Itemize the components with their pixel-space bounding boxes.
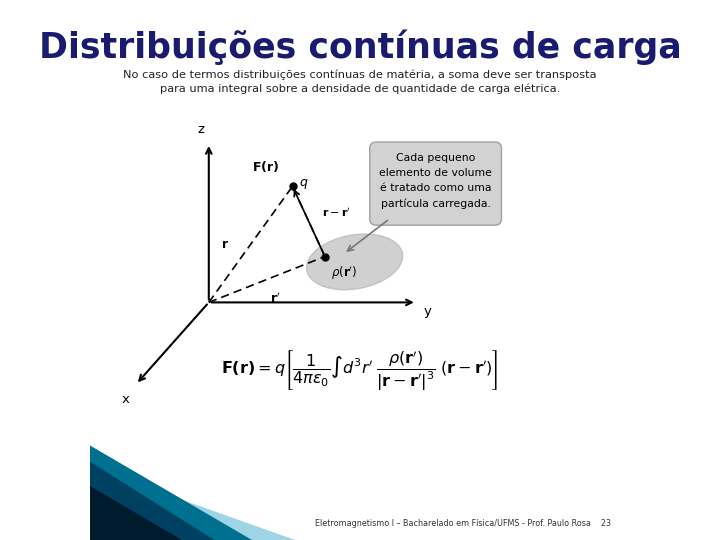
Text: Distribuições contínuas de carga: Distribuições contínuas de carga xyxy=(39,30,681,65)
Text: $\rho(\mathbf{r'})$: $\rho(\mathbf{r'})$ xyxy=(331,265,358,282)
Polygon shape xyxy=(90,446,252,540)
Polygon shape xyxy=(90,467,295,540)
Text: $q$: $q$ xyxy=(299,177,308,191)
Text: $\mathbf{F(r)}$: $\mathbf{F(r)}$ xyxy=(252,159,279,174)
FancyBboxPatch shape xyxy=(370,142,501,225)
Text: y: y xyxy=(423,305,431,318)
Text: No caso de termos distribuições contínuas de matéria, a soma deve ser transposta: No caso de termos distribuições contínua… xyxy=(123,69,597,94)
Polygon shape xyxy=(90,486,181,540)
Polygon shape xyxy=(90,462,215,540)
Text: $\mathbf{F(r)} = q\left[\dfrac{1}{4\pi\varepsilon_0}\int d^3r'\;\dfrac{\rho(\mat: $\mathbf{F(r)} = q\left[\dfrac{1}{4\pi\v… xyxy=(221,348,499,392)
Text: $\mathbf{r}'$: $\mathbf{r}'$ xyxy=(269,292,280,306)
Text: x: x xyxy=(121,393,129,406)
Text: z: z xyxy=(197,123,204,136)
Text: Cada pequeno
elemento de volume
é tratado como uma
partícula carregada.: Cada pequeno elemento de volume é tratad… xyxy=(379,153,492,209)
Text: Eletromagnetismo I – Bacharelado em Física/UFMS - Prof. Paulo Rosa    23: Eletromagnetismo I – Bacharelado em Físi… xyxy=(315,519,611,528)
Ellipse shape xyxy=(307,234,402,290)
Text: $\mathbf{r}$: $\mathbf{r}$ xyxy=(221,238,229,251)
Text: $\mathbf{r}-\mathbf{r}'$: $\mathbf{r}-\mathbf{r}'$ xyxy=(323,206,351,219)
